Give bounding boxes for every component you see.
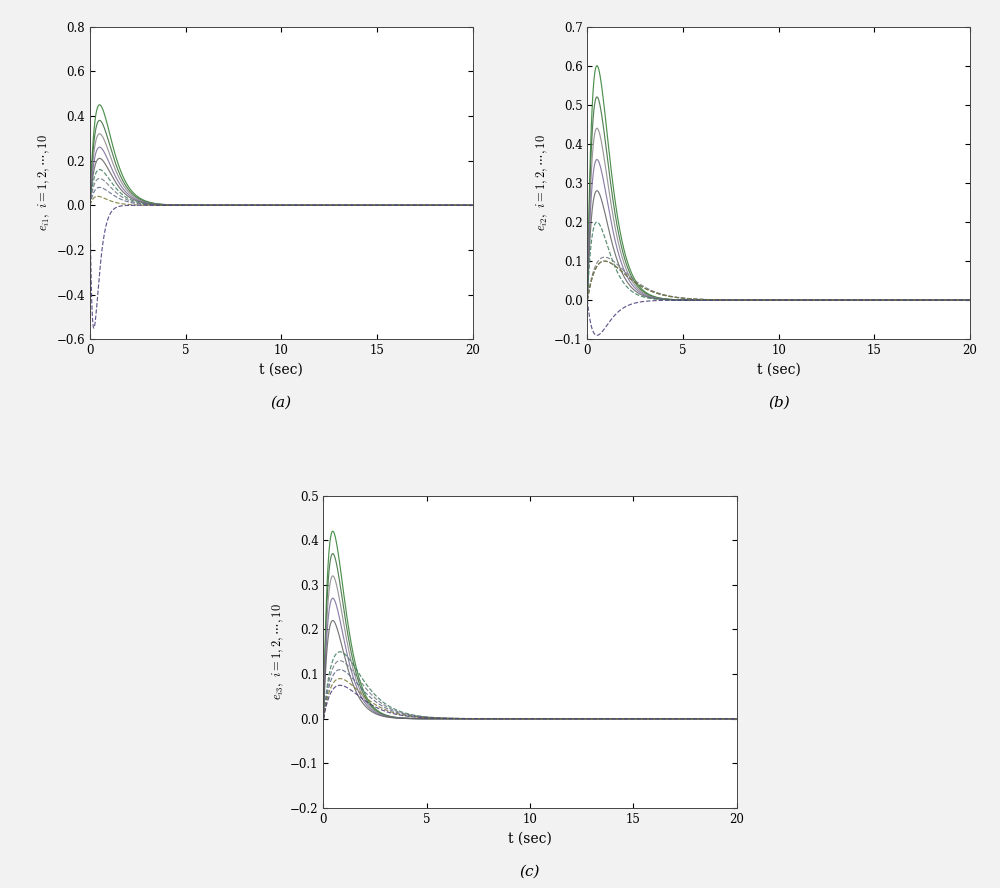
X-axis label: t (sec): t (sec) <box>508 831 552 845</box>
Text: (c): (c) <box>520 864 540 878</box>
Y-axis label: $e_{i1},\ i=1,2,\cdots,10$: $e_{i1},\ i=1,2,\cdots,10$ <box>37 135 52 231</box>
Y-axis label: $e_{i2},\ i=1,2,\cdots,10$: $e_{i2},\ i=1,2,\cdots,10$ <box>535 135 550 231</box>
X-axis label: t (sec): t (sec) <box>757 362 801 377</box>
X-axis label: t (sec): t (sec) <box>259 362 303 377</box>
Text: (b): (b) <box>768 395 790 409</box>
Y-axis label: $e_{i3},\ i=1,2,\cdots,10$: $e_{i3},\ i=1,2,\cdots,10$ <box>271 604 286 700</box>
Text: (a): (a) <box>271 395 292 409</box>
